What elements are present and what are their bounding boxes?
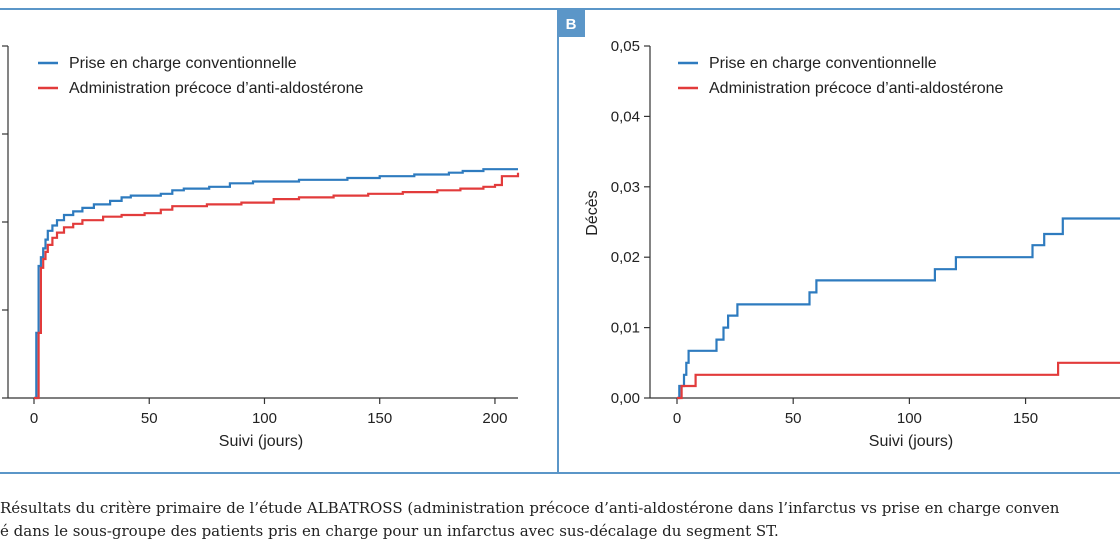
- x-tick-label: 100: [252, 410, 277, 427]
- x-tick-label: 150: [1013, 410, 1038, 427]
- x-tick-label: 0: [30, 410, 38, 427]
- series-line: [34, 168, 518, 400]
- chart-a: 0 50 100 150 200 Suivi (jours) Prise en charge…: [2, 45, 520, 450]
- caption-line-2: é dans le sous-groupe des patients pris …: [0, 522, 779, 540]
- y-tick-label: 0,05: [611, 38, 640, 55]
- y-axis-label: Décès: [584, 190, 601, 235]
- x-tick-label: 50: [785, 410, 802, 427]
- x-tick-label: 0: [673, 410, 681, 427]
- legend-label: Prise en charge conventionnelle: [709, 55, 937, 72]
- series-line: [677, 361, 1120, 400]
- x-tick-label: 150: [367, 410, 392, 427]
- legend-label: Prise en charge conventionnelle: [69, 55, 297, 72]
- x-axis-label: Suivi (jours): [219, 433, 303, 450]
- chart-b: 0,00 0,01 0,02 0,03 0,04 0,05 0 50 100 150 Suivi (…: [584, 38, 1120, 450]
- figure-caption: Résultats du critère primaire de l’étude…: [0, 497, 1120, 543]
- y-tick-label: 0,02: [611, 249, 640, 266]
- panel-b-frame: [557, 8, 1120, 474]
- y-tick-label: 0,04: [611, 108, 640, 125]
- panel-b-badge-label: B: [566, 16, 577, 33]
- x-tick-label: 200: [482, 410, 507, 427]
- x-tick-label: 50: [141, 410, 158, 427]
- legend-label: Administration précoce d’anti-aldostéron…: [709, 80, 1003, 97]
- x-tick-label: 100: [897, 410, 922, 427]
- y-tick-label: 0,00: [611, 390, 640, 407]
- y-tick-label: 0,03: [611, 179, 640, 196]
- legend-label: Administration précoce d’anti-aldostéron…: [69, 80, 363, 97]
- series-line: [34, 172, 520, 400]
- panel-a-frame: [0, 8, 559, 474]
- series-line: [677, 217, 1120, 400]
- x-axis-label: Suivi (jours): [869, 433, 953, 450]
- caption-line-1: Résultats du critère primaire de l’étude…: [0, 499, 1060, 517]
- y-tick-label: 0,01: [611, 320, 640, 337]
- panel-b-badge: [558, 9, 585, 37]
